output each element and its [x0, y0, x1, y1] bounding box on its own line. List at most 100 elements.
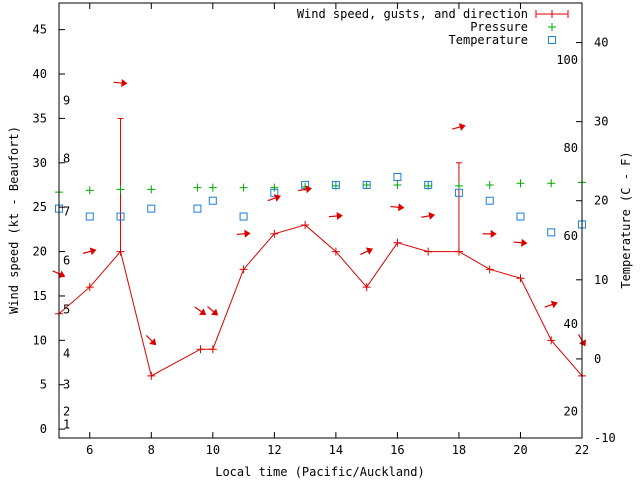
pressure-point	[516, 179, 525, 188]
y-tick-label: 35	[33, 111, 47, 125]
wind-speed-point	[454, 247, 463, 256]
pressure-point	[362, 180, 371, 189]
wind-arrow-head	[428, 211, 436, 220]
y-tick-label: 5	[40, 378, 47, 392]
wind-direction-arrow	[194, 306, 207, 316]
temperature-point	[147, 204, 156, 213]
pressure-point	[147, 185, 156, 194]
wind-direction-arrow	[421, 211, 436, 220]
wind-arrow-head	[244, 229, 251, 238]
y-tick-label: 20	[33, 245, 47, 259]
wind-direction-arrow	[328, 211, 343, 220]
wind-speed-point	[147, 371, 156, 380]
temperature-point	[331, 180, 340, 189]
x-tick-label: 12	[267, 443, 281, 457]
wind-speed-point	[331, 247, 340, 256]
fahrenheit-tick-label: 20	[564, 405, 578, 419]
beaufort-tick-label: 6	[63, 253, 70, 267]
legend-sample-temperature	[548, 36, 556, 44]
wind-direction-arrow	[544, 300, 558, 309]
wind-speed-point	[239, 265, 248, 274]
beaufort-tick-label: 2	[63, 404, 70, 418]
y-tick-label: 25	[33, 200, 47, 214]
temperature-point	[362, 180, 371, 189]
temperature-point	[270, 188, 279, 197]
wind-direction-arrow	[360, 247, 373, 256]
wind-direction-arrow	[236, 229, 251, 238]
y2-tick-label: 20	[594, 194, 608, 208]
wind-speed-point	[516, 274, 525, 283]
pressure-point	[393, 180, 402, 189]
pressure-point	[454, 181, 463, 190]
beaufort-tick-label: 9	[63, 94, 70, 108]
y-tick-label: 15	[33, 289, 47, 303]
y-tick-label: 30	[33, 156, 47, 170]
wind-arrow-head	[89, 247, 97, 256]
temperature-point	[239, 212, 248, 221]
y2-tick-label: 10	[594, 273, 608, 287]
y2-tick-label: 0	[594, 352, 601, 366]
wind-arrow-head	[199, 308, 207, 316]
wind-direction-arrow	[267, 194, 281, 202]
wind-arrow-head	[458, 123, 466, 131]
pressure-point	[208, 183, 217, 192]
wind-direction-arrow	[113, 79, 128, 87]
wind-direction-arrow	[82, 247, 97, 256]
wind-direction-arrow	[52, 270, 66, 278]
legend: Wind speed, gusts, and direction Pressur…	[297, 7, 569, 47]
fahrenheit-tick-label: 100	[556, 53, 578, 67]
temperature-point	[547, 228, 556, 237]
x-tick-label: 6	[86, 443, 93, 457]
legend-label-temperature: Temperature	[449, 33, 528, 47]
pressure-point	[193, 183, 202, 192]
wind-speed-point	[547, 336, 556, 345]
temperature-point	[424, 180, 433, 189]
fahrenheit-tick-label: 80	[564, 141, 578, 155]
y2-tick-label: -10	[594, 431, 616, 445]
x-tick-label: 22	[575, 443, 589, 457]
pressure-point	[270, 183, 279, 192]
beaufort-tick-label: 3	[63, 378, 70, 392]
y-axis-label: Wind speed (kt - Beaufort)	[7, 126, 21, 314]
legend-label-pressure: Pressure	[470, 20, 528, 34]
wind-arrow-head	[149, 338, 157, 346]
wind-speed-point	[362, 283, 371, 292]
legend-sample-wind-marker	[548, 10, 556, 18]
wind-arrow-head	[490, 229, 497, 238]
wind-speed-point	[85, 283, 94, 292]
wind-arrow-head	[365, 247, 373, 255]
x-tick-label: 14	[329, 443, 343, 457]
wind-arrow-head	[58, 270, 66, 278]
temperature-point	[193, 204, 202, 213]
wind-speed-point	[270, 229, 279, 238]
wind-direction-arrow	[452, 123, 466, 131]
beaufort-tick-label: 1	[63, 418, 70, 432]
temperature-point	[85, 212, 94, 221]
x-tick-label: 16	[390, 443, 404, 457]
pressure-point	[547, 179, 556, 188]
x-tick-label: 10	[206, 443, 220, 457]
temperature-point	[393, 173, 402, 181]
fahrenheit-tick-label: 60	[564, 229, 578, 243]
wind-arrow-head	[211, 308, 219, 316]
x-axis-label: Local time (Pacific/Auckland)	[215, 465, 425, 479]
wind-arrow-head	[550, 300, 558, 309]
wind-direction-arrow	[390, 203, 405, 212]
wind-direction-arrow	[145, 334, 157, 346]
y2-tick-label: 30	[594, 115, 608, 129]
temperature-point	[208, 196, 217, 205]
beaufort-tick-label: 7	[63, 205, 70, 219]
wind-speed-line	[58, 224, 583, 377]
legend-sample-pressure	[548, 23, 556, 31]
y2-tick-label: 40	[594, 36, 608, 50]
plot-frame	[58, 2, 583, 439]
wind-arrow-head	[521, 238, 528, 247]
wind-speed-point	[301, 220, 310, 229]
wind-arrow-head	[305, 185, 313, 194]
wind-direction-arrow	[298, 185, 313, 194]
wind-speed-point	[485, 265, 494, 274]
fahrenheit-tick-label: 40	[564, 317, 578, 331]
temperature-point	[485, 196, 494, 205]
